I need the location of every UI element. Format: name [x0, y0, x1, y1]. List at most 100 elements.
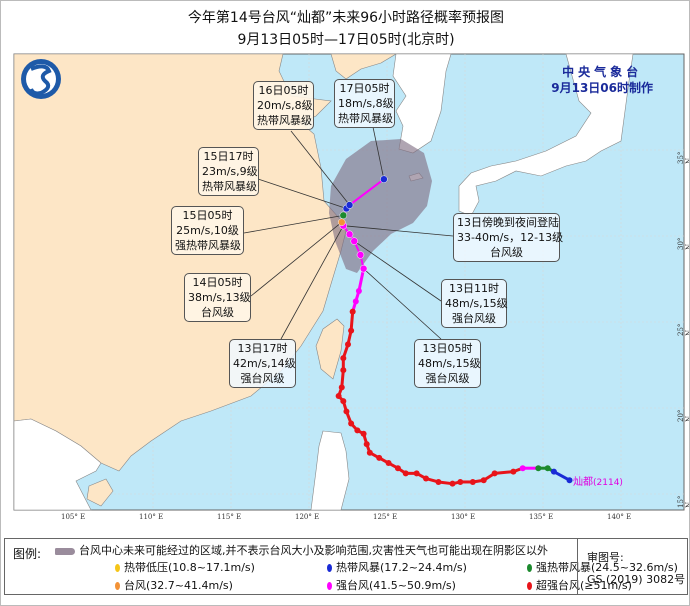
label-leader-lines	[243, 126, 454, 340]
taiwan-island	[315, 318, 345, 380]
past-track-point	[385, 460, 392, 467]
japan-land	[458, 53, 634, 217]
label-13-05: 13日05时 48m/s,15级 强台风级	[414, 339, 481, 388]
label-16-05: 16日05时 20m/s,8级 热带风暴级	[253, 81, 314, 130]
past-track-point	[340, 355, 347, 362]
review-label: 审图号:	[587, 551, 624, 564]
typhoon-symbol-icon	[527, 564, 532, 572]
past-track-point	[345, 341, 351, 348]
label-14-05: 14日05时 38m/s,13级 台风级	[184, 273, 251, 322]
past-track-point	[360, 430, 367, 437]
legend: 图例: 台风中心未来可能经过的区域,并不表示台风大小及影响范围,灾害性天气也可能…	[4, 538, 688, 595]
legend-item-label: 超强台风(≥51m/s)	[536, 579, 632, 592]
label-grade: 热带风暴级	[257, 114, 312, 127]
lon-tick-label: 115° E	[217, 513, 242, 521]
storm-name: 灿都	[573, 477, 593, 488]
legend-cone-text: 台风中心未来可能经过的区域,并不表示台风大小及影响范围,灾害性天气也可能出现在阴…	[79, 544, 548, 557]
leader-line-f17-05	[372, 126, 385, 180]
past-track-point	[423, 475, 429, 482]
forecast-track-point	[359, 264, 368, 273]
leader-line-f14-05	[250, 221, 343, 297]
past-track-point	[352, 298, 359, 305]
past-track-point	[348, 420, 355, 427]
label-time: 16日05时	[258, 84, 309, 97]
past-track-point	[491, 470, 498, 477]
label-wind: 42m/s,14级	[233, 357, 296, 370]
lon-tick-label: 105° E	[61, 513, 86, 521]
typhoon-symbol-icon	[327, 582, 332, 590]
lon-tick-label: 125° E	[373, 513, 398, 521]
label-15-17: 15日17时 23m/s,9级 热带风暴级	[198, 147, 259, 196]
label-time: 13日17时	[237, 342, 288, 355]
legend-divider	[577, 539, 578, 594]
leader-line-f13-11	[354, 240, 442, 302]
label-grade: 强台风级	[240, 372, 285, 385]
issue-time: 9月13日06时制作	[551, 81, 653, 95]
label-wind: 38m/s,13级	[188, 291, 251, 304]
past-track-point	[349, 308, 356, 315]
past-track-point	[340, 398, 347, 405]
lon-tick-label: 110° E	[139, 513, 164, 521]
past-track-point	[550, 468, 557, 475]
past-track-point	[366, 449, 373, 456]
past-track-point	[402, 470, 409, 477]
leader-line-f13-05	[363, 268, 442, 340]
cone-swatch-icon	[55, 547, 75, 555]
legend-title: 图例:	[13, 547, 42, 561]
typhoon-symbol-icon	[327, 564, 332, 572]
typhoon-symbol-icon	[527, 582, 532, 590]
hainan-island	[86, 478, 114, 507]
legend-item-sty: 强台风(41.5~50.9m/s)	[327, 577, 456, 593]
past-track-point	[348, 327, 355, 334]
map-canvas	[13, 53, 685, 511]
label-wind: 33-40m/s，12-13级	[457, 231, 564, 244]
legend-item-label: 强台风(41.5~50.9m/s)	[336, 579, 456, 592]
label-wind: 20m/s,8级	[257, 99, 313, 112]
forecast-track-point	[350, 237, 358, 245]
legend-item-super: 超强台风(≥51m/s)	[527, 577, 632, 593]
label-wind: 18m/s,8级	[338, 97, 394, 110]
label-wind: 48m/s,15级	[445, 297, 508, 310]
issuer-name: 中央气象台	[562, 65, 643, 79]
issuer-block: 中央气象台 9月13日06时制作	[551, 64, 653, 96]
past-track-point	[519, 465, 526, 472]
leader-line-f13-17	[280, 225, 344, 340]
past-track-segment	[349, 311, 355, 331]
leader-line-f16-05	[290, 130, 350, 206]
past-track-point	[480, 477, 487, 484]
legend-item-label: 热带低压(10.8~17.1m/s)	[124, 561, 255, 574]
lon-tick-label: 140° E	[607, 513, 632, 521]
forecast-track-point	[338, 218, 346, 226]
legend-item-ty: 台风(32.7~41.4m/s)	[115, 577, 233, 593]
label-time: 13日05时	[422, 342, 473, 355]
lon-tick-label: 130° E	[451, 513, 476, 521]
luzon-land	[310, 430, 350, 511]
leader-line-f15-05	[243, 214, 344, 234]
past-track-point	[435, 478, 442, 485]
legend-cone: 台风中心未来可能经过的区域,并不表示台风大小及影响范围,灾害性天气也可能出现在阴…	[55, 542, 548, 558]
forecast-track-point	[380, 175, 388, 183]
past-track-point	[413, 470, 420, 477]
lat-tick-label: 25° N	[677, 323, 689, 336]
label-grade: 强热带风暴级	[175, 239, 241, 252]
legend-item-td: 热带低压(10.8~17.1m/s)	[115, 559, 255, 575]
past-track-point	[469, 478, 476, 485]
past-track-point	[335, 392, 342, 399]
label-time: 15日17时	[203, 150, 254, 163]
forecast-track-point	[339, 211, 348, 220]
label-17-05: 17日05时 18m/s,8级 热带风暴级	[334, 79, 395, 128]
past-track-point	[449, 480, 456, 487]
typhoon-symbol-icon	[115, 564, 120, 572]
forecast-track-point	[356, 251, 365, 259]
past-track-segment	[357, 268, 366, 292]
legend-item-label: 台风(32.7~41.4m/s)	[124, 579, 233, 592]
past-track-point	[457, 478, 464, 485]
cma-logo-icon	[21, 59, 61, 99]
label-time: 17日05时	[339, 82, 390, 95]
label-time: 15日05时	[182, 209, 233, 222]
storm-code: (2114)	[593, 478, 623, 488]
review-number: GS (2019) 3082号	[587, 573, 686, 586]
past-track-point	[338, 384, 345, 391]
past-track-point	[354, 427, 361, 434]
past-track-point	[343, 408, 350, 415]
